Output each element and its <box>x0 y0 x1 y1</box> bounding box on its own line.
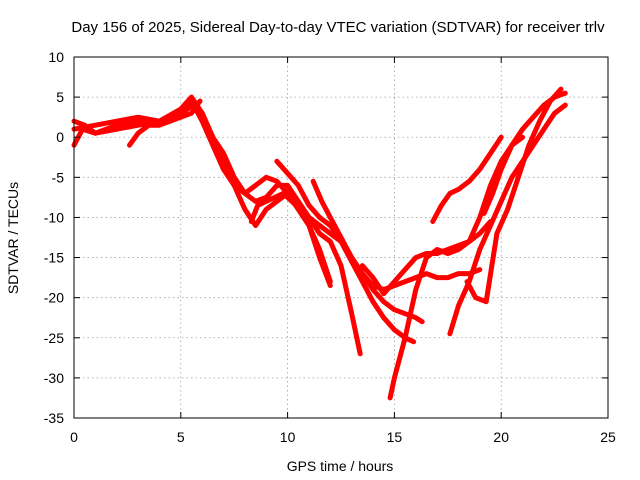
y-tick-label: -35 <box>44 410 64 426</box>
series-trace-5 <box>248 190 425 325</box>
series-trace-12 <box>464 86 564 305</box>
axis-ticks: 0 5 10 15 20 25 10 5 0 -5 -10 -15 -20 -25 -30 -35 <box>44 49 616 445</box>
series-trace-9 <box>387 134 526 401</box>
series-trace-7 <box>310 178 483 293</box>
y-tick-label: -10 <box>44 209 64 225</box>
y-tick-label: -5 <box>52 169 65 185</box>
plot-frame <box>73 56 609 419</box>
y-tick-label: -30 <box>44 370 64 386</box>
y-tick-label: -15 <box>44 250 64 266</box>
series-trace-4 <box>127 98 203 148</box>
chart-title: Day 156 of 2025, Sidereal Day-to-day VTE… <box>71 19 605 36</box>
grid <box>74 57 608 418</box>
y-tick-label: 0 <box>56 129 64 145</box>
series-trace-13 <box>481 90 568 216</box>
x-tick-label: 15 <box>387 429 403 445</box>
y-tick-label: 5 <box>56 89 64 105</box>
x-tick-label: 20 <box>493 429 509 445</box>
series-trace-11 <box>447 102 568 337</box>
y-tick-label: -25 <box>44 330 64 346</box>
series-trace-6 <box>274 158 417 345</box>
data-series <box>71 86 568 401</box>
series-trace-3 <box>71 94 333 289</box>
series-trace-2 <box>71 98 363 357</box>
y-axis-label: SDTVAR / TECUs <box>5 182 21 294</box>
x-tick-label: 10 <box>280 429 296 445</box>
x-axis-label: GPS time / hours <box>287 458 394 474</box>
x-tick-label: 0 <box>70 429 78 445</box>
y-tick-label: -20 <box>44 290 64 306</box>
series-trace-10 <box>430 134 504 224</box>
x-tick-label: 25 <box>600 429 616 445</box>
y-tick-label: 10 <box>48 49 64 65</box>
x-tick-label: 5 <box>177 429 185 445</box>
